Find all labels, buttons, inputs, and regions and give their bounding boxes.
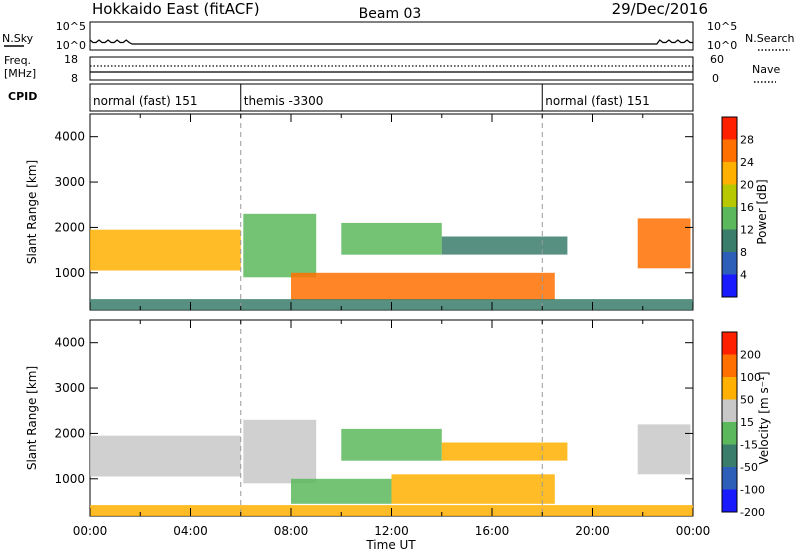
nsearch-tick-top: 10^5 (707, 20, 737, 33)
time-tick-label: 00:00 (676, 524, 711, 538)
colorbar-swatch (722, 139, 737, 162)
echo-region (243, 419, 317, 484)
time-tick-label: 16:00 (475, 524, 510, 538)
nave-label: Nave (752, 63, 780, 76)
nsky-tick-top: 10^5 (56, 20, 86, 33)
y-tick-label: 2000 (54, 220, 85, 234)
colorbar-tick-label: 20 (740, 179, 754, 192)
cpid-segment-label: normal (fast) 151 (545, 94, 649, 108)
cpid-label: CPID (8, 90, 37, 103)
power-colorbar-label: Power [dB] (755, 179, 769, 244)
cpid-strip: CPID normal (fast) 151 themis -3300 normal… (8, 83, 694, 112)
noise-strip-frame (89, 21, 694, 51)
colorbar-tick-label: -15 (740, 439, 758, 452)
power-ylabel: Slant Range [km] (25, 160, 39, 264)
y-tick-label: 4000 (54, 336, 85, 350)
colorbar-tick-label: 100 (740, 371, 761, 384)
echo-region (391, 474, 555, 504)
colorbar-tick-label: 15 (740, 416, 754, 429)
nave-tick-top: 60 (710, 53, 724, 66)
freq-tick-bottom: 8 (71, 72, 78, 85)
colorbar-swatch (722, 207, 737, 230)
radar-title: Hokkaido East (fitACF) (92, 0, 260, 18)
freq-label: Freq. (4, 54, 31, 67)
colorbar-swatch (722, 399, 737, 422)
colorbar-swatch (722, 467, 737, 490)
colorbar-swatch (722, 332, 737, 355)
velocity-colorbar: 200 100 50 15 -15 -50 -100 -200 (721, 331, 765, 519)
beam-title: Beam 03 (359, 6, 422, 22)
y-tick-label: 1000 (54, 266, 85, 280)
freq-strip-frame (89, 56, 694, 81)
nsearch-label: N.Search (745, 32, 795, 45)
echo-region (291, 272, 555, 300)
echo-region (637, 424, 691, 475)
time-tick-label: 20:00 (575, 524, 610, 538)
power-panel: 1000 2000 3000 4000 Slant Range [km] (25, 113, 694, 311)
colorbar-swatch (722, 377, 737, 400)
colorbar-swatch (722, 444, 737, 467)
velocity-panel: 1000 2000 3000 4000 Slant Range [km] (25, 319, 694, 517)
time-tick-label: 00:00 (73, 524, 108, 538)
velocity-ylabel: Slant Range [km] (25, 366, 39, 470)
echo-region (637, 218, 691, 269)
nsearch-tick-bottom: 10^0 (707, 39, 737, 52)
y-tick-label: 1000 (54, 472, 85, 486)
time-tick-label: 04:00 (173, 524, 208, 538)
colorbar-frame (721, 331, 738, 513)
colorbar-swatch (722, 184, 737, 207)
y-tick-label: 3000 (54, 175, 85, 189)
colorbar-frame (721, 116, 738, 298)
colorbar-tick-label: 8 (740, 246, 747, 259)
colorbar-tick-label: 28 (740, 134, 754, 147)
noise-strip: N.Sky 10^5 10^0 10^5 10^0 N.Search (2, 20, 795, 52)
colorbar-tick-label: 24 (740, 156, 754, 169)
y-tick-label: 3000 (54, 381, 85, 395)
colorbar-tick-label: -100 (740, 484, 765, 497)
colorbar-swatch (722, 274, 737, 297)
time-tick-label: 08:00 (274, 524, 309, 538)
nsky-label: N.Sky (2, 32, 34, 45)
nsky-tick-bottom: 10^0 (56, 39, 86, 52)
power-colorbar: 4 8 12 16 20 24 28 (721, 116, 754, 298)
colorbar-tick-label: 200 (740, 349, 761, 362)
nsky-trace (89, 39, 693, 45)
xaxis-title: Time UT (365, 538, 416, 552)
echo-region (243, 213, 317, 278)
colorbar-swatch (722, 252, 737, 275)
colorbar-swatch (722, 162, 737, 185)
echo-region (441, 442, 568, 461)
y-tick-label: 2000 (54, 426, 85, 440)
colorbar-swatch (722, 117, 737, 140)
freq-unit: [MHz] (4, 67, 36, 80)
velocity-colorbar-label: Velocity [m s⁻¹] (757, 371, 771, 464)
echo-region (341, 428, 442, 461)
time-tick-label: 12:00 (374, 524, 409, 538)
echo-region (291, 478, 392, 504)
colorbar-tick-label: 12 (740, 224, 754, 237)
nave-tick-bottom: 0 (712, 72, 719, 85)
cpid-strip-frame (89, 83, 694, 112)
colorbar-tick-label: 50 (740, 394, 754, 407)
echo-region (441, 236, 568, 255)
echo-region (90, 229, 241, 271)
colorbar-swatch (722, 489, 737, 512)
colorbar-swatch (722, 354, 737, 377)
colorbar-tick-label: -200 (740, 506, 765, 519)
cpid-segment-label: themis -3300 (244, 94, 324, 108)
colorbar-swatch (722, 422, 737, 445)
echo-region (341, 222, 442, 255)
freq-tick-top: 18 (64, 53, 78, 66)
colorbar-tick-label: -50 (740, 461, 758, 474)
colorbar-tick-label: 16 (740, 201, 754, 214)
echo-region (90, 435, 241, 477)
colorbar-swatch (722, 229, 737, 252)
cpid-segment-label: normal (fast) 151 (93, 94, 197, 108)
y-tick-label: 4000 (54, 130, 85, 144)
date-title: 29/Dec/2016 (612, 0, 708, 18)
colorbar-tick-label: 4 (740, 269, 747, 282)
freq-strip: Freq. [MHz] 18 8 60 0 Nave (4, 53, 780, 85)
